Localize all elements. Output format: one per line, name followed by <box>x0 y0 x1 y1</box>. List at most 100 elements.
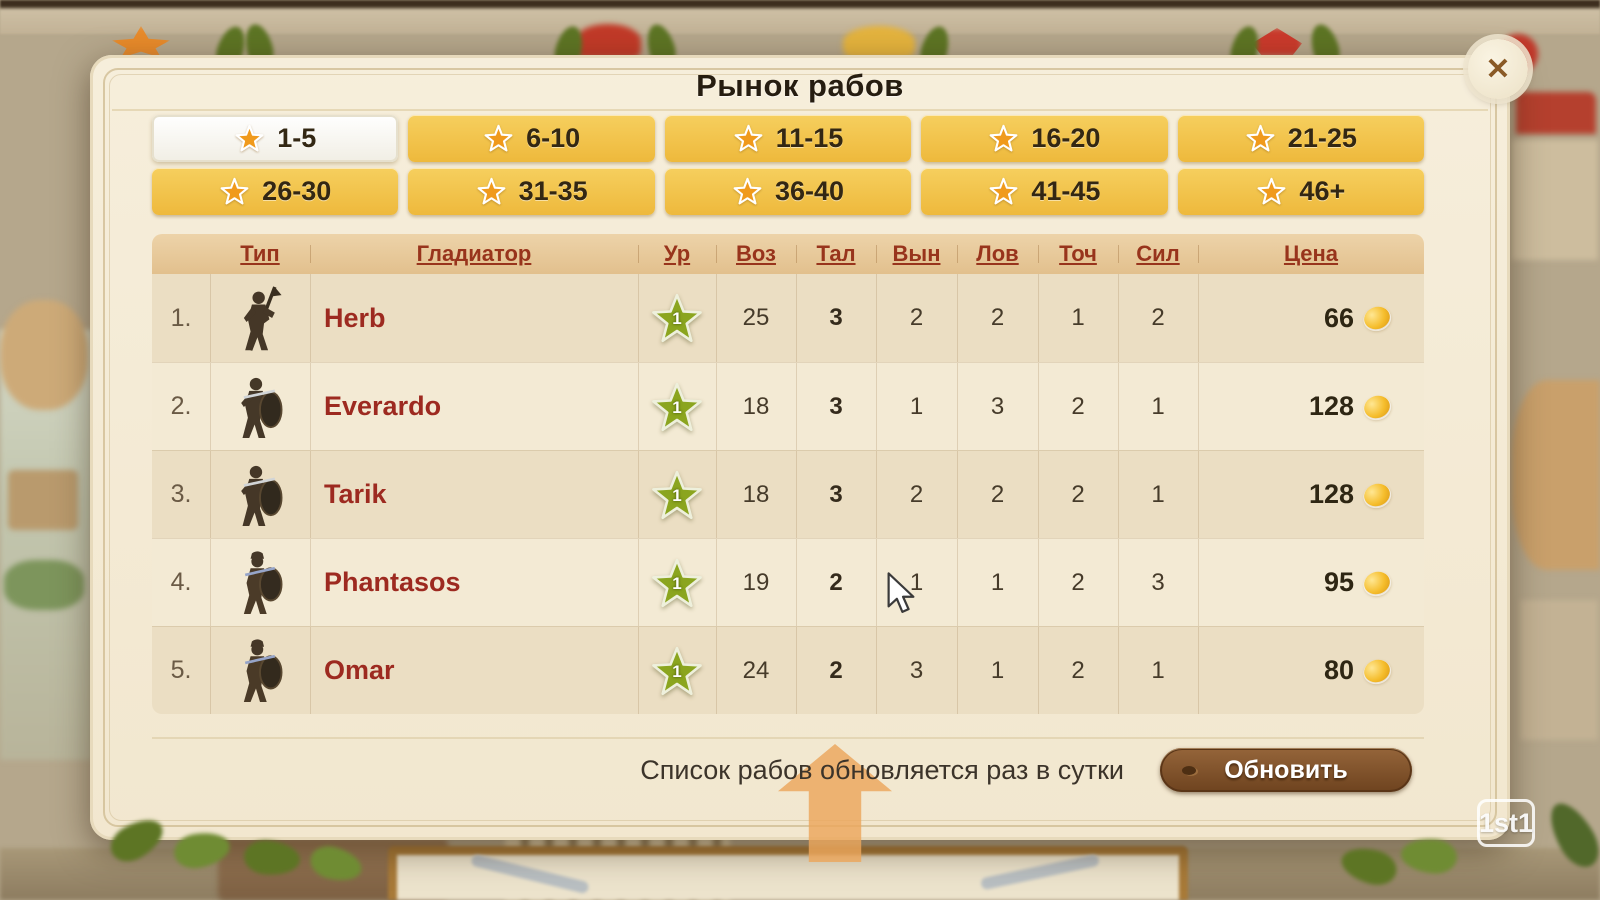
star-icon <box>483 123 514 154</box>
row-rank: 2. <box>170 392 192 420</box>
background-building-right <box>1512 140 1598 260</box>
gladiator-shield-icon <box>210 451 310 538</box>
header-talent[interactable]: Тал <box>796 241 876 267</box>
price-cell: 95 <box>1198 539 1424 626</box>
level-cell: 1 <box>638 451 716 538</box>
close-x-icon: ✕ <box>1485 52 1511 86</box>
header-agility[interactable]: Лов <box>957 241 1038 267</box>
header-type[interactable]: Тип <box>240 241 280 266</box>
helmet-topbar-icon <box>575 24 641 58</box>
star-icon <box>476 176 507 207</box>
star-icon <box>733 123 764 154</box>
price-value: 80 <box>1323 655 1354 685</box>
table-row[interactable]: 4. Phantasos 1 19 2 1 1 2 3 95 <box>152 538 1424 626</box>
endurance-value: 1 <box>876 363 957 450</box>
slave-market-dialog: Рынок рабов ✕ 1-5 6-10 11-15 16-20 <box>90 39 1528 862</box>
endurance-value: 2 <box>876 274 957 362</box>
level-star-icon: 1 <box>651 292 703 344</box>
row-rank: 4. <box>170 568 192 596</box>
agility-value: 2 <box>957 274 1038 362</box>
tab-levels-46plus[interactable]: 46+ <box>1177 168 1425 215</box>
refresh-button[interactable]: Обновить <box>1160 748 1412 792</box>
strength-value: 1 <box>1118 363 1198 450</box>
background-building-right2 <box>1520 600 1598 740</box>
level-cell: 1 <box>638 274 716 362</box>
gladiator-name[interactable]: Everardo <box>310 363 638 450</box>
age-value: 25 <box>716 274 796 362</box>
coin-icon <box>1361 568 1393 597</box>
row-rank: 1. <box>170 303 192 332</box>
talent-value: 2 <box>796 627 876 714</box>
tab-levels-1-5[interactable]: 1-5 <box>152 115 399 162</box>
header-gladiator[interactable]: Гладиатор <box>310 241 638 267</box>
tab-levels-6-10[interactable]: 6-10 <box>408 115 655 162</box>
star-icon <box>732 176 763 207</box>
slave-market-table: Тип Гладиатор Ур Воз Тал Вын Лов Точ Сил… <box>152 234 1424 714</box>
gladiator-shield-icon <box>210 539 310 626</box>
agility-value: 3 <box>957 363 1038 450</box>
level-range-tabs: 1-5 6-10 11-15 16-20 21-25 26-30 <box>152 115 1425 221</box>
table-row[interactable]: 1. Herb 1 25 3 2 2 1 2 66 <box>152 274 1424 362</box>
coin-icon <box>1361 303 1393 333</box>
close-button[interactable]: ✕ <box>1468 39 1528 99</box>
talent-value: 3 <box>796 363 876 450</box>
price-value: 66 <box>1323 302 1354 333</box>
gladiator-name[interactable]: Herb <box>310 274 638 362</box>
background-arena-right <box>1512 380 1600 570</box>
row-rank: 3. <box>170 480 192 508</box>
gladiator-name[interactable]: Phantasos <box>310 539 638 626</box>
star-icon <box>1256 176 1287 207</box>
tab-levels-21-25[interactable]: 21-25 <box>1177 115 1425 162</box>
age-value: 19 <box>716 539 796 626</box>
accuracy-value: 2 <box>1038 627 1118 714</box>
talent-value: 3 <box>796 274 876 362</box>
price-value: 128 <box>1308 479 1354 509</box>
endurance-value: 2 <box>876 451 957 538</box>
header-price[interactable]: Цена <box>1198 241 1424 267</box>
age-value: 18 <box>716 451 796 538</box>
table-row[interactable]: 5. Omar 1 24 2 3 1 2 1 80 <box>152 626 1424 714</box>
coin-icon <box>1361 480 1393 509</box>
agility-value: 1 <box>957 539 1038 626</box>
endurance-value: 3 <box>876 627 957 714</box>
talent-value: 3 <box>796 451 876 538</box>
level-cell: 1 <box>638 363 716 450</box>
price-value: 128 <box>1308 391 1354 421</box>
level-star-icon: 1 <box>651 469 703 521</box>
dialog-title: Рынок рабов <box>696 68 904 103</box>
header-accuracy[interactable]: Точ <box>1038 241 1118 267</box>
star-icon <box>219 176 250 207</box>
talent-value: 2 <box>796 539 876 626</box>
background-house <box>8 470 78 530</box>
price-value: 95 <box>1323 567 1354 597</box>
agility-value: 2 <box>957 451 1038 538</box>
header-age[interactable]: Воз <box>716 241 796 267</box>
tab-levels-16-20[interactable]: 16-20 <box>921 115 1168 162</box>
strength-value: 1 <box>1118 451 1198 538</box>
gladiator-name[interactable]: Tarik <box>310 451 638 538</box>
level-cell: 1 <box>638 627 716 714</box>
tab-levels-36-40[interactable]: 36-40 <box>664 168 912 215</box>
header-endurance[interactable]: Вын <box>876 241 957 267</box>
header-level[interactable]: Ур <box>638 241 716 267</box>
strength-value: 2 <box>1118 274 1198 362</box>
background-roof-right <box>1516 92 1596 134</box>
header-strength[interactable]: Сил <box>1118 241 1198 267</box>
table-row[interactable]: 2. Everardo 1 18 3 1 3 2 1 128 <box>152 362 1424 450</box>
endurance-value: 1 <box>876 539 957 626</box>
gladiator-name[interactable]: Omar <box>310 627 638 714</box>
strength-value: 1 <box>1118 627 1198 714</box>
table-row[interactable]: 3. Tarik 1 18 3 2 2 2 1 128 <box>152 450 1424 538</box>
level-star-icon: 1 <box>651 557 703 609</box>
tab-levels-26-30[interactable]: 26-30 <box>152 168 399 215</box>
strength-value: 3 <box>1118 539 1198 626</box>
gladiator-shield-icon <box>210 363 310 450</box>
watermark-badge: 1st1 <box>1477 799 1535 847</box>
tab-levels-11-15[interactable]: 11-15 <box>664 115 912 162</box>
background-trees <box>4 560 84 610</box>
row-rank: 5. <box>170 656 192 684</box>
gold-topbar-icon <box>843 26 915 58</box>
tab-levels-31-35[interactable]: 31-35 <box>408 168 655 215</box>
tab-levels-41-45[interactable]: 41-45 <box>921 168 1168 215</box>
